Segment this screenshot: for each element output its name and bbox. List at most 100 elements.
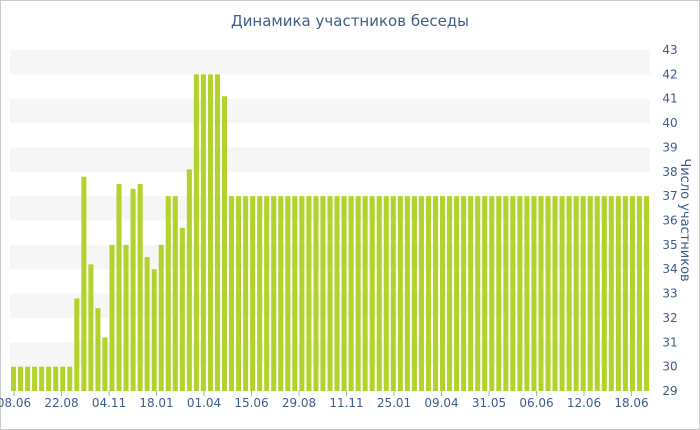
y-tick-label: 40 (662, 116, 677, 130)
bar (207, 74, 213, 392)
x-tick-label: 04.11 (92, 396, 126, 410)
bar (109, 244, 115, 391)
x-tick-label: 11.11 (329, 396, 363, 410)
bar (580, 196, 586, 391)
bar (636, 196, 642, 391)
bar (362, 196, 368, 391)
bar (327, 196, 333, 391)
bar (643, 196, 650, 391)
bar (179, 227, 185, 391)
bar (39, 366, 45, 391)
bar (622, 196, 628, 391)
bar (601, 196, 607, 391)
bar (383, 196, 389, 391)
bar (629, 196, 635, 391)
y-tick-label: 34 (662, 262, 677, 276)
bar (137, 183, 143, 391)
bar (158, 244, 164, 391)
grid-band (10, 98, 650, 124)
bar (271, 196, 277, 391)
grid-band (10, 147, 650, 172)
bar (123, 244, 129, 391)
y-tick-label: 43 (662, 43, 677, 57)
bar (95, 308, 101, 391)
bar (18, 366, 24, 391)
bar (566, 196, 572, 391)
bar (531, 196, 537, 391)
bar (510, 196, 516, 391)
x-tick-label: 18.01 (139, 396, 173, 410)
x-tick-label: 31.05 (472, 396, 506, 410)
bar (489, 196, 495, 391)
bar (615, 196, 621, 391)
bar (552, 196, 558, 391)
bar (32, 366, 38, 391)
bar (313, 196, 319, 391)
bar (348, 196, 354, 391)
bar (144, 257, 150, 391)
bar (376, 196, 382, 391)
x-tick-label: 18.06 (614, 396, 648, 410)
bar (285, 196, 291, 391)
bar (397, 196, 403, 391)
x-tick-label: 25.01 (377, 396, 411, 410)
bar (278, 196, 284, 391)
bar (186, 169, 192, 391)
bar (264, 196, 270, 391)
bar (172, 196, 178, 391)
bar (193, 74, 199, 392)
bar (243, 196, 249, 391)
bar (102, 337, 108, 391)
y-tick-label: 41 (662, 92, 677, 106)
bar (214, 74, 220, 392)
bar (130, 188, 136, 391)
bar (524, 196, 530, 391)
bar (53, 366, 59, 391)
grid-band (10, 50, 650, 75)
bar (454, 196, 460, 391)
x-tick-label: 29.08 (282, 396, 316, 410)
bar (10, 366, 17, 391)
y-tick-label: 35 (662, 238, 677, 252)
bar (559, 196, 565, 391)
y-tick-label: 31 (662, 335, 677, 349)
bar (461, 196, 467, 391)
bar (608, 196, 614, 391)
x-tick-label: 08.06 (0, 396, 31, 410)
bar (468, 196, 474, 391)
bar (496, 196, 502, 391)
bar (418, 196, 424, 391)
bar (81, 176, 87, 391)
bar (257, 196, 263, 391)
y-tick-label: 37 (662, 189, 677, 203)
bar (447, 196, 453, 391)
bar (545, 196, 551, 391)
bar (355, 196, 361, 391)
y-tick-label: 42 (662, 67, 677, 81)
bar (517, 196, 523, 391)
bar (299, 196, 305, 391)
x-axis-ticks: 08.06 22.08 04.11 18.01 01.04 15.06 29.08 11.11… (0, 391, 649, 410)
bars (10, 74, 650, 392)
bar (482, 196, 488, 391)
y-tick-label: 36 (662, 214, 677, 228)
bar (404, 196, 410, 391)
x-tick-label: 22.08 (44, 396, 78, 410)
y-tick-label: 29 (662, 384, 677, 398)
bar (594, 196, 600, 391)
bar (88, 264, 94, 391)
bar (538, 196, 544, 391)
bar (151, 269, 157, 391)
bar (221, 96, 228, 391)
y-tick-label: 39 (662, 140, 677, 154)
bar (116, 183, 122, 391)
bar (475, 196, 481, 391)
bar (320, 196, 326, 391)
bar (67, 366, 73, 391)
bar (341, 196, 347, 391)
bar (425, 196, 431, 391)
bar (60, 366, 66, 391)
bar (292, 196, 298, 391)
bar (46, 366, 52, 391)
